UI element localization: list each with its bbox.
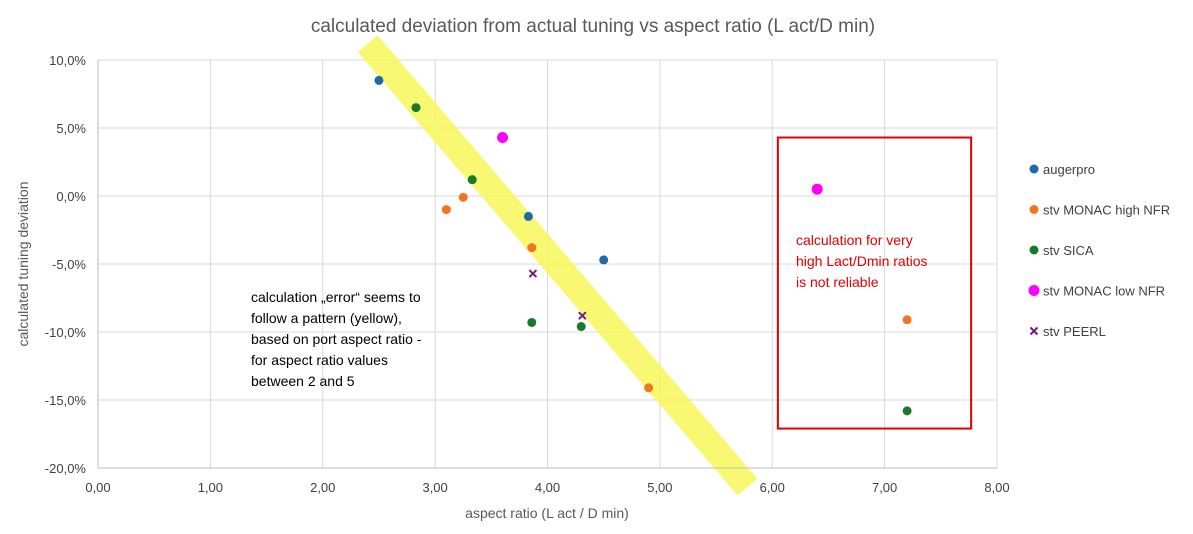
y-tick-label: 10,0% (49, 53, 86, 68)
data-point-series-2 (467, 175, 477, 185)
data-point-series-1 (441, 205, 451, 215)
trend-band (357, 35, 758, 496)
annotations: calculation „error“ seems to follow a pat… (251, 232, 928, 389)
legend-marker-4 (1029, 326, 1039, 336)
pattern-note-line: calculation „error“ seems to (251, 289, 421, 305)
red-highlight-box (776, 136, 973, 430)
data-point-series-1 (527, 243, 537, 253)
y-tick-label: 0,0% (56, 189, 86, 204)
x-tick-label: 2,00 (310, 480, 335, 495)
x-tick-label: 5,00 (647, 480, 672, 495)
reliability-note-line: is not reliable (796, 274, 879, 290)
data-point-series-2 (411, 103, 421, 113)
y-tick-label: -15,0% (45, 393, 87, 408)
legend: augerpro stv MONAC high NFR stv SICA stv MO… (1028, 162, 1170, 339)
legend-entry-4: stv PEERL (1043, 324, 1106, 339)
x-tick-label: 8,00 (984, 480, 1009, 495)
data-point-series-0 (599, 255, 609, 265)
axes (97, 60, 997, 469)
y-tick-label: -5,0% (52, 257, 86, 272)
data-point-series-2 (527, 317, 537, 327)
pattern-note-line: between 2 and 5 (251, 373, 355, 389)
x-tick-label: 6,00 (760, 480, 785, 495)
data-point-series-1 (458, 192, 468, 202)
y-tick-label: -10,0% (45, 325, 87, 340)
legend-marker-3 (1028, 285, 1040, 296)
legend-entry-2: stv SICA (1043, 243, 1094, 258)
data-point-series-1 (644, 383, 654, 393)
data-point-series-3 (811, 183, 823, 195)
legend-entry-3: stv MONAC low NFR (1043, 284, 1165, 299)
x-tick-label: 1,00 (198, 480, 223, 495)
data-points (374, 75, 912, 416)
legend-entry-0: augerpro (1043, 162, 1095, 177)
reliability-note-line: calculation for very (796, 232, 913, 248)
data-point-series-4 (578, 311, 587, 320)
y-tick-label: -20,0% (45, 461, 87, 476)
pattern-note-line: based on port aspect ratio - (251, 331, 422, 347)
highlight-box (776, 136, 973, 430)
x-tick-label: 0,00 (85, 480, 110, 495)
legend-marker-2 (1029, 245, 1039, 255)
data-point-series-1 (902, 315, 912, 325)
x-tick-label: 7,00 (872, 480, 897, 495)
x-tick-labels: 0,00 1,00 2,00 3,00 4,00 5,00 6,00 7,00 8,00 (85, 480, 1009, 495)
data-point-series-2 (576, 322, 586, 332)
yellow-trend-band (357, 35, 758, 496)
x-axis-title: aspect ratio (L act / D min) (465, 505, 629, 521)
legend-entry-1: stv MONAC high NFR (1043, 203, 1170, 218)
legend-marker-1 (1029, 205, 1039, 214)
legend-marker-0 (1029, 164, 1039, 174)
y-axis-title: calculated tuning deviation (15, 181, 31, 346)
pattern-note-line: for aspect ratio values (251, 352, 388, 368)
x-tick-label: 3,00 (422, 480, 447, 495)
data-point-series-0 (523, 211, 533, 221)
x-tick-label: 4,00 (535, 480, 560, 495)
data-point-series-4 (528, 269, 538, 278)
reliability-note-line: high Lact/Dmin ratios (796, 253, 928, 269)
y-tick-labels: 10,0% 5,0% 0,0% -5,0% -10,0% -15,0% -20,0% (45, 53, 87, 476)
data-point-series-0 (374, 75, 384, 85)
chart-title: calculated deviation from actual tuning … (311, 16, 875, 37)
pattern-note-line: follow a pattern (yellow), (251, 310, 402, 326)
data-point-series-2 (902, 406, 912, 416)
y-tick-label: 5,0% (56, 121, 86, 136)
data-point-series-3 (497, 132, 509, 144)
